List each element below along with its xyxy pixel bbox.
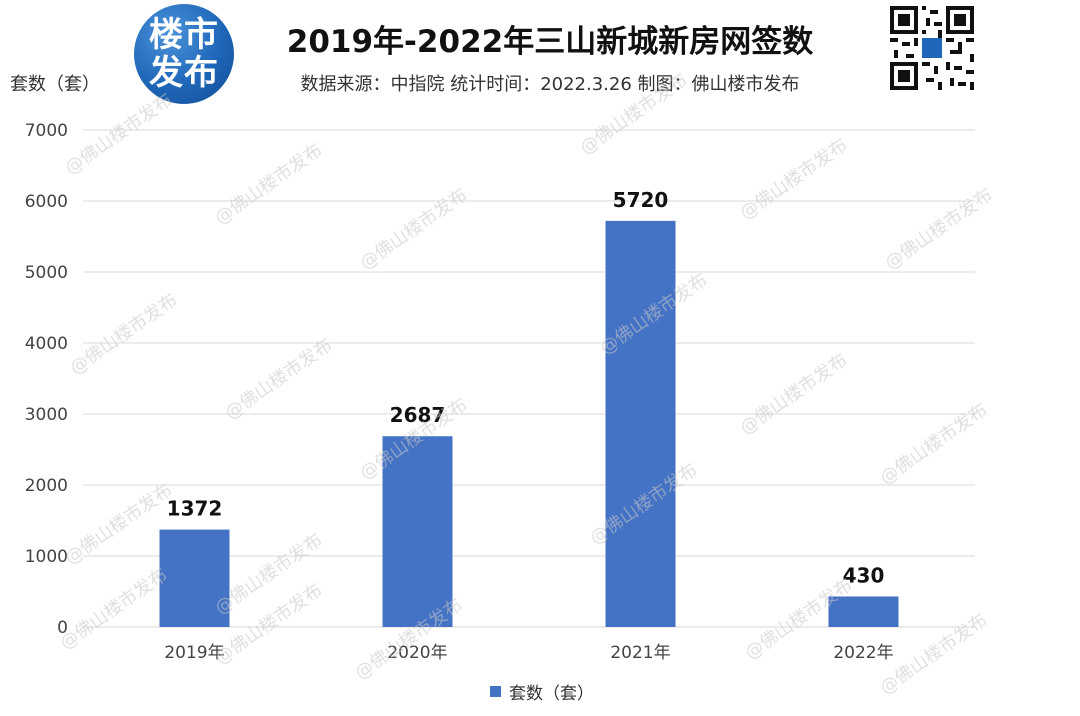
- y-tick-label: 2000: [25, 476, 68, 496]
- data-label: 430: [843, 563, 885, 587]
- x-tick-label: 2022年: [833, 643, 893, 663]
- chart-legend: 套数（套）: [490, 679, 594, 704]
- x-tick-label: 2019年: [164, 643, 224, 663]
- data-label: 2687: [390, 403, 446, 427]
- bar: [605, 220, 676, 627]
- chart-subtitle: 数据来源：中指院 统计时间：2022.3.26 制图：佛山楼市发布: [300, 74, 800, 95]
- x-tick-label: 2021年: [610, 643, 670, 663]
- data-label: 5720: [613, 188, 669, 212]
- bar: [382, 436, 453, 627]
- x-tick-label: 2020年: [387, 643, 447, 663]
- legend-swatch: [490, 686, 501, 697]
- chart-title: 2019年-2022年三山新城新房网签数: [286, 24, 814, 60]
- qr-code-icon: [890, 6, 974, 90]
- y-tick-label: 1000: [25, 547, 68, 567]
- y-tick-label: 0: [57, 618, 68, 638]
- bar: [159, 529, 230, 627]
- data-label: 1372: [167, 497, 223, 521]
- y-tick-label: 3000: [25, 405, 68, 425]
- bar: [828, 596, 899, 627]
- y-tick-label: 7000: [25, 121, 68, 141]
- y-tick-label: 4000: [25, 334, 68, 354]
- brand-logo: 楼市 发布: [134, 4, 234, 104]
- y-tick-label: 5000: [25, 263, 68, 283]
- y-tick-label: 6000: [25, 192, 68, 212]
- logo-text-line1: 楼市: [149, 15, 219, 55]
- legend-label: 套数（套）: [509, 684, 594, 704]
- y-axis-unit-label: 套数（套）: [10, 74, 100, 95]
- logo-text-line2: 发布: [149, 53, 219, 93]
